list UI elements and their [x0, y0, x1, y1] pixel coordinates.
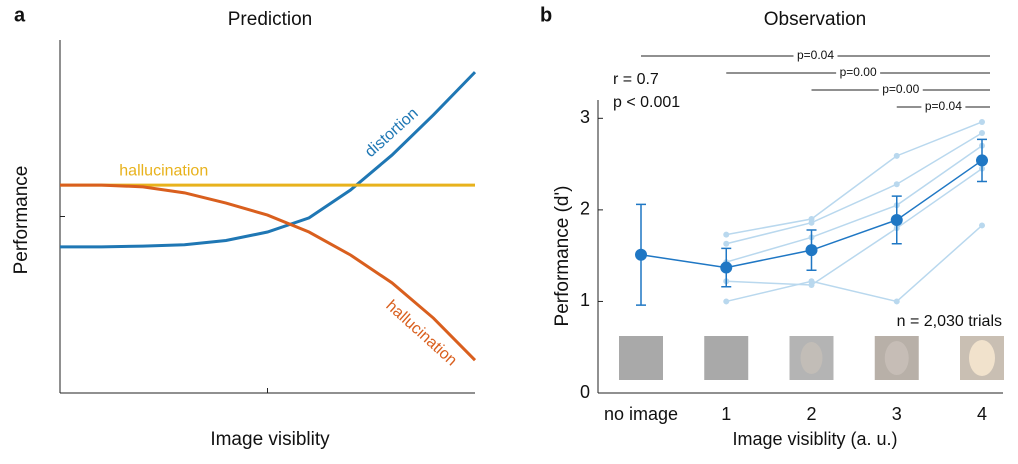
x-tick-label: no image: [604, 404, 678, 424]
significance-label-bg: [793, 49, 838, 63]
chart-title: Observation: [764, 9, 866, 30]
thumbnail-face: [969, 340, 995, 376]
x-tick-label: 4: [977, 404, 987, 424]
mean-point: [635, 248, 647, 261]
y-axis-label: Performance (d'): [552, 186, 573, 327]
subject-point: [723, 298, 730, 305]
series-label: hallucination: [119, 162, 208, 179]
subject-point: [808, 278, 815, 285]
y-axis-label: Performance: [11, 166, 32, 275]
panel-label: a: [14, 4, 26, 26]
y-tick-label: 3: [580, 107, 590, 127]
subject-point: [723, 231, 730, 238]
annotation: p < 0.001: [613, 94, 680, 111]
significance-label: p=0.00: [882, 82, 919, 96]
significance-label: p=0.04: [797, 48, 834, 62]
subject-line: [726, 224, 983, 303]
subject-point: [979, 222, 985, 229]
thumbnail: [619, 336, 663, 380]
y-tick-label: 0: [580, 382, 590, 402]
chart-title: Prediction: [228, 9, 313, 30]
significance-label-bg: [836, 66, 881, 80]
line-series: [60, 71, 477, 249]
subject-point: [893, 298, 900, 305]
subject-line: [726, 145, 983, 263]
mean-point: [720, 261, 733, 274]
subject-line: [726, 132, 983, 245]
subject-point: [808, 219, 815, 226]
annotation: r = 0.7: [613, 71, 659, 88]
x-axis-label: Image visiblity (a. u.): [732, 429, 897, 449]
x-tick-label: 1: [721, 404, 731, 424]
mean-point: [805, 244, 818, 257]
mean-point: [976, 154, 988, 167]
mean-point: [890, 213, 903, 226]
subject-point: [979, 129, 985, 136]
y-tick-label: 2: [580, 199, 590, 219]
subject-line: [726, 168, 983, 286]
significance-label-bg: [921, 100, 966, 114]
subject-point: [893, 152, 900, 159]
annotation: n = 2,030 trials: [897, 313, 1002, 330]
thumbnail-face: [884, 341, 909, 375]
x-tick-label: 3: [892, 404, 902, 424]
subject-point: [893, 181, 900, 188]
thumbnail-face: [800, 342, 823, 374]
subject-point: [723, 240, 730, 247]
thumbnail: [704, 336, 749, 380]
significance-label: p=0.04: [925, 99, 962, 113]
significance-label-bg: [878, 83, 923, 97]
line-series: [60, 183, 477, 362]
x-axis-label: Image visiblity: [210, 429, 330, 450]
subject-point: [979, 118, 985, 125]
y-tick-label: 1: [580, 290, 590, 310]
panel-label: b: [540, 4, 552, 26]
significance-label: p=0.00: [840, 65, 877, 79]
x-tick-label: 2: [806, 404, 816, 424]
subject-line: [726, 121, 983, 236]
series-label: distortion: [362, 105, 422, 161]
